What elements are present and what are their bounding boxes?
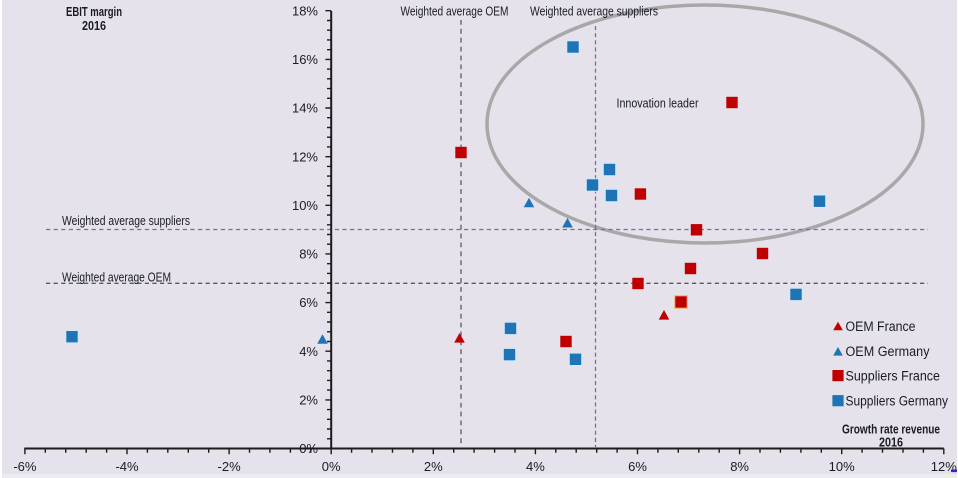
svg-text:12%: 12%: [931, 459, 957, 474]
svg-text:8%: 8%: [730, 459, 749, 474]
svg-text:-4%: -4%: [115, 459, 139, 474]
svg-text:10%: 10%: [829, 459, 855, 474]
svg-text:10%: 10%: [292, 198, 318, 213]
svg-text:Suppliers France: Suppliers France: [846, 368, 941, 383]
svg-text:Weighted average OEM: Weighted average OEM: [62, 271, 171, 285]
svg-text:0%: 0%: [322, 459, 341, 474]
svg-text:Weighted average OEM: Weighted average OEM: [401, 5, 509, 19]
svg-text:14%: 14%: [292, 101, 318, 116]
svg-text:8%: 8%: [299, 247, 318, 262]
svg-text:2%: 2%: [299, 393, 318, 408]
svg-text:Suppliers Germany: Suppliers Germany: [846, 394, 949, 409]
svg-text:OEM France: OEM France: [846, 319, 916, 334]
svg-text:18%: 18%: [292, 3, 318, 18]
svg-text:16%: 16%: [292, 52, 318, 67]
svg-text:2016: 2016: [82, 19, 106, 33]
svg-text:6%: 6%: [299, 295, 318, 310]
svg-text:-6%: -6%: [13, 459, 37, 474]
svg-text:2016: 2016: [879, 436, 903, 450]
svg-text:0%: 0%: [299, 441, 318, 456]
svg-text:OEM Germany: OEM Germany: [846, 344, 930, 359]
svg-text:Innovation leader: Innovation leader: [617, 97, 699, 111]
svg-text:6%: 6%: [628, 459, 647, 474]
svg-text:2%: 2%: [424, 459, 443, 474]
svg-text:EBIT margin: EBIT margin: [66, 5, 122, 19]
svg-text:Weighted average suppliers: Weighted average suppliers: [62, 214, 190, 228]
svg-text:-2%: -2%: [218, 459, 242, 474]
svg-text:Weighted average suppliers: Weighted average suppliers: [530, 5, 658, 19]
svg-text:Growth rate revenue: Growth rate revenue: [842, 423, 940, 437]
svg-text:4%: 4%: [526, 459, 545, 474]
svg-text:12%: 12%: [292, 149, 318, 164]
svg-text:4%: 4%: [299, 344, 318, 359]
